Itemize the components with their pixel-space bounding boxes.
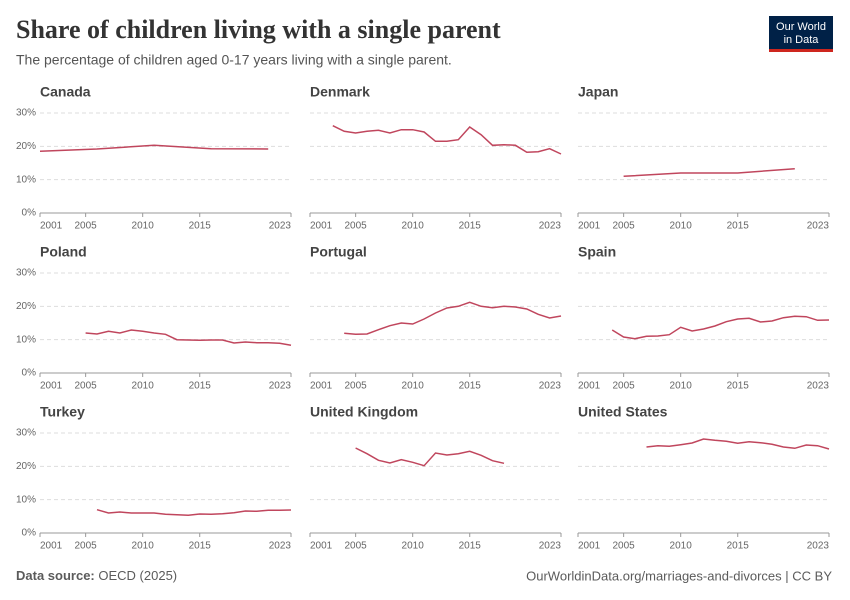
- panel-title: Denmark: [310, 84, 370, 100]
- panel-title: Turkey: [40, 404, 85, 420]
- data-line: [85, 329, 292, 347]
- x-tick-label: 2005: [75, 541, 98, 552]
- x-tick-label: 2015: [459, 221, 482, 232]
- x-tick-label: 2015: [459, 381, 482, 392]
- data-line: [646, 438, 830, 450]
- x-tick-label: 2023: [269, 381, 292, 392]
- x-tick-label: 2010: [132, 221, 155, 232]
- data-line: [96, 508, 292, 517]
- x-tick-label: 2015: [189, 221, 212, 232]
- x-tick-label: 2023: [269, 541, 292, 552]
- x-tick-label: 2005: [345, 221, 368, 232]
- x-tick-label: 2015: [459, 541, 482, 552]
- y-tick-label: 30%: [16, 428, 36, 439]
- x-tick-label: 2015: [189, 381, 212, 392]
- logo-box: [769, 16, 833, 52]
- x-tick-label: 2023: [807, 541, 830, 552]
- x-tick-label: 2015: [727, 381, 750, 392]
- x-tick-label: 2023: [539, 381, 562, 392]
- x-tick-label: 2010: [132, 381, 155, 392]
- x-tick-label: 2023: [807, 381, 830, 392]
- y-tick-label: 30%: [16, 268, 36, 279]
- x-tick-label: 2010: [132, 541, 155, 552]
- x-tick-label: 2010: [670, 381, 693, 392]
- x-tick-label: 2010: [402, 221, 425, 232]
- y-tick-label: 10%: [16, 334, 36, 345]
- panel-title: United Kingdom: [310, 404, 418, 420]
- x-tick-label: 2005: [75, 381, 98, 392]
- x-tick-label: 2015: [727, 541, 750, 552]
- y-tick-label: 0%: [22, 528, 37, 539]
- x-tick-label: 2005: [613, 541, 636, 552]
- data-line: [355, 447, 505, 467]
- x-tick-label: 2005: [345, 541, 368, 552]
- y-tick-label: 0%: [22, 208, 37, 219]
- x-tick-label: 2023: [539, 541, 562, 552]
- x-tick-label: 2001: [578, 381, 601, 392]
- logo-text: in Data: [784, 34, 820, 46]
- y-tick-label: 10%: [16, 174, 36, 185]
- logo-text: Our World: [776, 21, 826, 33]
- footer-url: OurWorldinData.org/marriages-and-divorce…: [526, 568, 832, 583]
- x-tick-label: 2001: [40, 221, 63, 232]
- y-tick-label: 0%: [22, 368, 37, 379]
- panel-title: United States: [578, 404, 668, 420]
- data-line: [39, 144, 269, 153]
- x-tick-label: 2005: [613, 221, 636, 232]
- x-tick-label: 2010: [402, 541, 425, 552]
- data-line: [344, 301, 562, 336]
- x-tick-label: 2015: [727, 221, 750, 232]
- panel-title: Spain: [578, 244, 616, 260]
- x-tick-label: 2023: [807, 221, 830, 232]
- x-tick-label: 2001: [578, 541, 601, 552]
- x-tick-label: 2010: [670, 221, 693, 232]
- x-tick-label: 2001: [310, 381, 333, 392]
- panel-title: Japan: [578, 84, 618, 100]
- x-tick-label: 2023: [269, 221, 292, 232]
- panel-title: Portugal: [310, 244, 367, 260]
- panel-title: Poland: [40, 244, 87, 260]
- panel-title: Canada: [40, 84, 91, 100]
- footer-source: Data source: OECD (2025): [16, 568, 177, 583]
- x-tick-label: 2001: [310, 221, 333, 232]
- data-line: [332, 125, 562, 155]
- x-tick-label: 2005: [613, 381, 636, 392]
- x-tick-label: 2023: [539, 221, 562, 232]
- y-tick-label: 20%: [16, 461, 36, 472]
- x-tick-label: 2001: [310, 541, 333, 552]
- chart-title: Share of children living with a single p…: [16, 15, 501, 44]
- x-tick-label: 2001: [40, 381, 63, 392]
- source: OECD (2025): [98, 568, 177, 583]
- x-tick-label: 2010: [670, 541, 693, 552]
- x-tick-label: 2001: [40, 541, 63, 552]
- y-tick-label: 20%: [16, 141, 36, 152]
- x-tick-label: 2005: [345, 381, 368, 392]
- x-tick-label: 2010: [402, 381, 425, 392]
- x-tick-label: 2001: [578, 221, 601, 232]
- data-line: [623, 167, 795, 178]
- y-tick-label: 20%: [16, 301, 36, 312]
- logo-bar: [769, 49, 833, 52]
- source-label: Data source:: [16, 568, 95, 583]
- y-tick-label: 10%: [16, 494, 36, 505]
- x-tick-label: 2005: [75, 221, 98, 232]
- x-tick-label: 2015: [189, 541, 212, 552]
- data-line: [611, 315, 830, 340]
- y-tick-label: 30%: [16, 108, 36, 119]
- chart-subtitle: The percentage of children aged 0-17 yea…: [16, 52, 452, 68]
